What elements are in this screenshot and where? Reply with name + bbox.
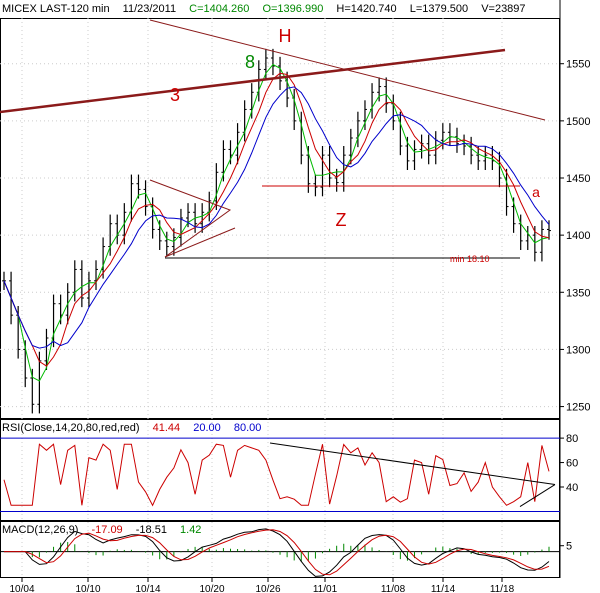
min-label: min 18.10 [450, 254, 490, 264]
macd-header: MACD(12,26,9) -17.09 -18.51 1.42 [2, 524, 211, 536]
y-tick-label: 1300 [566, 344, 590, 356]
rsi-line [3, 443, 550, 507]
macd-v1: -17.09 [91, 524, 123, 536]
macd-label: MACD(12,26,9) [2, 524, 79, 536]
triangle-lines [149, 179, 236, 258]
low-label: L=1379.500 [409, 3, 469, 15]
x-tick-label: 11/08 [381, 584, 406, 593]
annotation-a: a [532, 184, 540, 200]
sma-fast-line [3, 63, 550, 382]
rsi-trendline-upper [269, 442, 556, 486]
sma-mid-line [3, 72, 550, 367]
annotation-3: 3 [170, 85, 180, 105]
annotation-h: H [279, 26, 292, 46]
x-tick-label: 10/14 [135, 584, 160, 593]
rsi-y-tick-label: 60 [566, 458, 578, 470]
date-label: 11/23/2011 [122, 3, 177, 15]
symbol-label: MICEX LAST-120 min [2, 3, 110, 15]
y-tick-label: 1400 [566, 230, 590, 242]
y-tick-label: 1500 [566, 116, 590, 128]
macd-v3: 1.42 [180, 524, 202, 536]
high-label: H=1420.740 [336, 3, 397, 15]
volume-label: V=23897 [481, 3, 526, 15]
annotation-z: Z [336, 210, 347, 230]
x-tick-label: 11/01 [313, 584, 338, 593]
uptrend-line [0, 48, 506, 114]
x-tick-label: 10/26 [255, 584, 280, 593]
open-label: O=1396.990 [262, 3, 324, 15]
rsi-header: RSI(Close,14,20,80,red,red) 41.44 20.00 … [2, 422, 271, 434]
rsi-panel-frame [0, 419, 560, 521]
macd-v2: -18.51 [135, 524, 167, 536]
macd-y-tick-label: 5 [566, 541, 572, 553]
y-tick-label: 1250 [566, 402, 590, 414]
x-tick-label: 10/10 [75, 584, 100, 593]
annotation-8: 8 [245, 52, 255, 72]
x-tick-label: 11/14 [431, 584, 456, 593]
x-tick-label: 11/18 [490, 584, 515, 593]
rsi-trendline-lower [519, 484, 556, 507]
rsi-y-tick-label: 40 [566, 482, 578, 494]
close-label: C=1404.260 [189, 3, 250, 15]
y-tick-label: 1350 [566, 287, 590, 299]
rsi-low: 20.00 [193, 422, 221, 434]
rsi-value: 41.44 [152, 422, 181, 434]
y-tick-label: 1550 [566, 59, 590, 71]
sma-slow-line [3, 86, 550, 349]
x-tick-label: 10/20 [199, 584, 224, 593]
rsi-high: 80.00 [233, 422, 262, 434]
y-tick-label: 1450 [566, 173, 590, 185]
rsi-y-tick-label: 80 [566, 433, 578, 445]
macd-line [4, 528, 550, 577]
price-header: MICEX LAST-120 min 11/23/2011 C=1404.260… [2, 3, 536, 15]
macd-signal-line [4, 529, 550, 576]
rsi-label: RSI(Close,14,20,80,red,red) [2, 422, 140, 434]
x-tick-label: 10/04 [9, 584, 34, 593]
